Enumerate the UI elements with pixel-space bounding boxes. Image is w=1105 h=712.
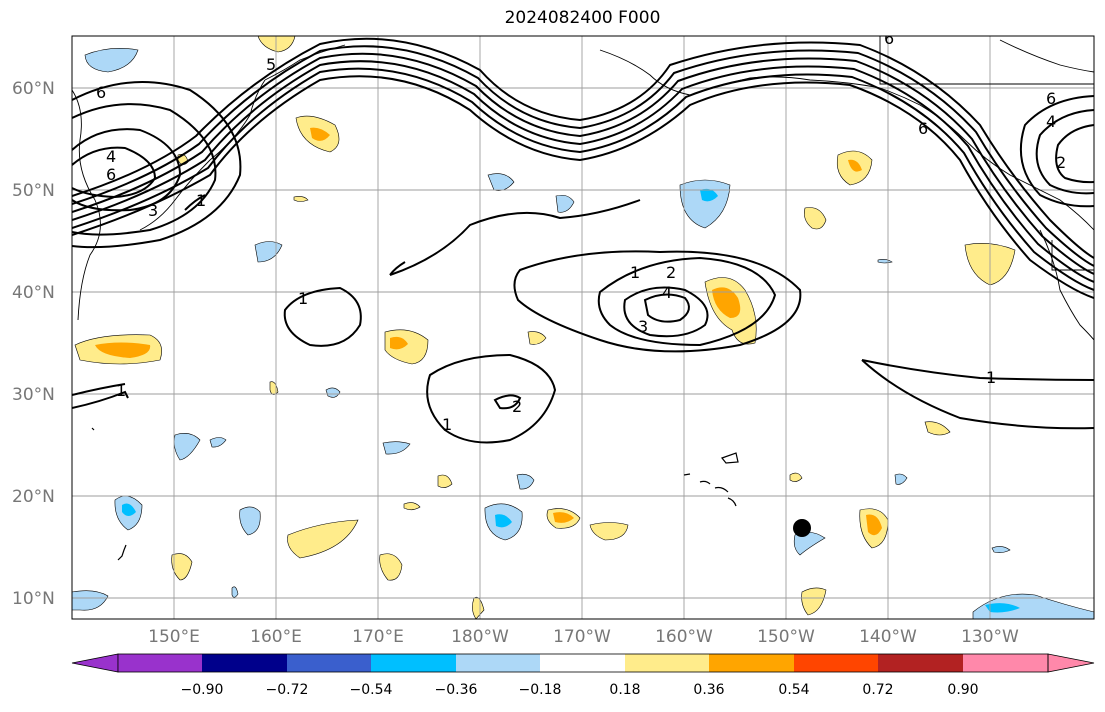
contour-label: 2 <box>1056 153 1066 172</box>
islands <box>91 427 739 561</box>
lon-label: 160°E <box>250 627 302 647</box>
colorbar-frame <box>117 653 1049 673</box>
lon-label: 150°E <box>148 627 200 647</box>
contour-label: 6 <box>106 165 116 184</box>
contour-label: 3 <box>638 317 648 336</box>
colorbar-bin <box>625 654 709 672</box>
lon-label: 130°W <box>961 627 1019 647</box>
colorbar-tick-label: −0.72 <box>266 682 309 698</box>
contour-label: 6 <box>96 83 106 102</box>
colorbar-under-arrow <box>71 653 119 673</box>
contour-label: 4 <box>106 147 116 166</box>
contour-label: 5 <box>266 55 276 74</box>
colorbar-tick-label: −0.90 <box>181 682 224 698</box>
latitude-labels: 60°N 50°N 40°N 30°N 20°N 10°N <box>12 79 55 609</box>
longitude-labels: 150°E 160°E 170°E 180°W 170°W 160°W 150°… <box>148 627 1019 647</box>
contour-label: 4 <box>1046 112 1056 131</box>
lat-label: 50°N <box>12 181 55 201</box>
colorbar-bin <box>202 654 287 672</box>
lon-label: 160°W <box>655 627 713 647</box>
lon-label: 170°W <box>553 627 611 647</box>
colorbar-tick-label: 0.72 <box>862 682 893 698</box>
colorbar-bin <box>287 654 371 672</box>
colorbar-bin <box>963 654 1048 672</box>
map-gridlines <box>72 36 1094 619</box>
contour-labels: 6 4 6 5 3 1 1 1 1 2 4 3 2 1 6 4 2 6 6 1 <box>96 29 1066 434</box>
colorbar-tick-label: 0.18 <box>609 682 640 698</box>
plot-frame <box>71 35 1095 620</box>
contour-label: 1 <box>986 368 996 387</box>
contour-label: 1 <box>630 263 640 282</box>
contour-label: 6 <box>918 119 928 138</box>
colorbar-tick-label: −0.54 <box>350 682 393 698</box>
lat-label: 10°N <box>12 589 55 609</box>
lat-label: 20°N <box>12 487 55 507</box>
colorbar-tick-label: −0.18 <box>519 682 562 698</box>
lat-label: 30°N <box>12 385 55 405</box>
colorbar-bin <box>371 654 456 672</box>
contour-label: 6 <box>884 29 894 48</box>
lon-label: 150°W <box>757 627 815 647</box>
negative-anomaly-regions <box>72 48 1094 619</box>
coastlines <box>72 36 1094 341</box>
contour-label: 1 <box>442 415 452 434</box>
plot-area <box>72 36 1094 619</box>
contour-label: 2 <box>512 397 522 416</box>
station-dot <box>793 519 811 537</box>
colorbar-tick-label: −0.36 <box>435 682 478 698</box>
contour-label: 4 <box>662 283 672 302</box>
colorbar-tick-labels: −0.90 −0.72 −0.54 −0.36 −0.18 0.18 0.36 … <box>181 682 979 698</box>
colorbar-tick-label: 0.36 <box>693 682 724 698</box>
colorbar-bin <box>794 654 878 672</box>
colorbar-tick-label: 0.54 <box>778 682 809 698</box>
height-contours <box>72 37 1094 444</box>
colorbar-bin <box>878 654 963 672</box>
contour-label: 3 <box>148 201 158 220</box>
contour-label: 1 <box>196 191 206 210</box>
positive-anomaly-regions <box>74 36 1016 619</box>
contour-label: 2 <box>666 263 676 282</box>
colorbar-bin <box>456 654 540 672</box>
lat-label: 40°N <box>12 283 55 303</box>
colorbar-tick-label: 0.90 <box>947 682 978 698</box>
lat-label: 60°N <box>12 79 55 99</box>
contour-label: 1 <box>298 289 308 308</box>
lon-label: 180°W <box>451 627 509 647</box>
colorbar-bin <box>709 654 794 672</box>
colorbar-bin <box>118 654 202 672</box>
contour-label: 1 <box>116 381 126 400</box>
lon-label: 170°E <box>352 627 404 647</box>
map-title: 2024082400 F000 <box>504 8 661 28</box>
contour-label: 6 <box>1046 89 1056 108</box>
colorbar-over-arrow <box>1047 653 1095 673</box>
colorbar-bin <box>540 654 625 672</box>
lon-label: 140°W <box>859 627 917 647</box>
colorbar <box>71 653 1095 673</box>
